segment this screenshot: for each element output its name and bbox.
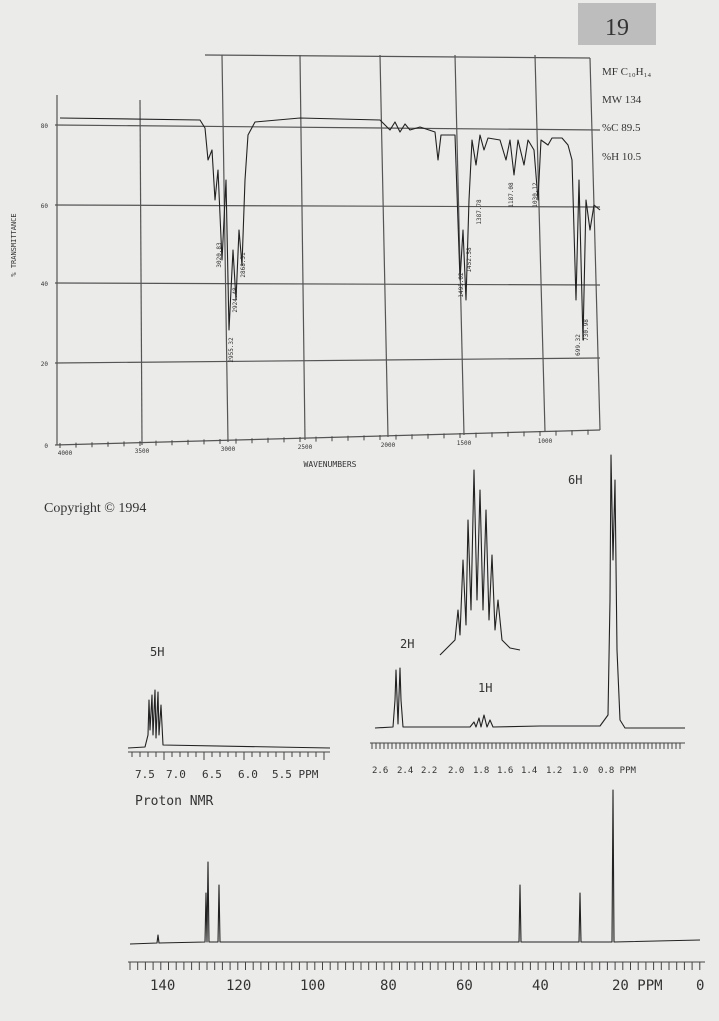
cnmr-axis-label: 20 PPM <box>612 978 663 994</box>
ir-peak-label: 3020.83 <box>216 242 223 268</box>
ir-grid <box>54 54 601 446</box>
ir-peak-label: 1495.02 <box>458 272 465 298</box>
proton-nmr-label: Proton NMR <box>135 794 213 809</box>
formula-info: %C 89.5 <box>602 122 641 134</box>
ir-x-tick-label: 1500 <box>457 440 472 447</box>
cnmr-axis-label: 80 <box>380 978 397 994</box>
ir-y-tick-label: 80 <box>41 123 49 130</box>
cnmr-axis-label: 0 <box>696 978 704 994</box>
ir-peak-label: 1030.12 <box>532 182 539 208</box>
nmr-axis-label: 6.5 <box>202 768 222 781</box>
nmr-axis-label: 1.6 <box>497 766 513 776</box>
nmr-axis-label: 2.2 <box>421 766 437 776</box>
nmr-axis-label: 1.0 <box>572 766 588 776</box>
carbon-spectrum <box>129 789 701 945</box>
integration-label: 5H <box>150 645 164 659</box>
ir-peak-label: 2868.51 <box>240 252 247 278</box>
proton-spectrum-aromatic <box>127 689 331 749</box>
copyright: Copyright © 1994 <box>44 501 146 516</box>
cnmr-axis-label: 60 <box>456 978 473 994</box>
ir-x-tick-label: 2500 <box>298 444 313 451</box>
ir-y-tick-label: 40 <box>41 281 49 288</box>
ir-x-axis-label: WAVENUMBERS <box>304 460 357 469</box>
cnmr-axis-label: 120 <box>226 978 251 994</box>
ir-x-tick-label: 3500 <box>135 448 150 455</box>
page-number-box <box>578 3 656 45</box>
ir-y-tick-label: 20 <box>41 361 49 368</box>
nmr-axis-label: 2.4 <box>397 766 413 776</box>
nmr-axis-label: 1.2 <box>546 766 562 776</box>
nmr-axis-label: 1.4 <box>521 766 537 776</box>
proton-inset-multiplet <box>439 469 521 656</box>
page-number: 19 <box>605 15 629 41</box>
nmr-axis-label: 7.5 <box>135 768 155 781</box>
formula-info: MW 134 <box>602 94 642 106</box>
ir-x-tick-label: 1000 <box>538 438 553 445</box>
integration-label: 6H <box>568 473 582 487</box>
ir-y-tick-label: 0 <box>44 443 48 450</box>
nmr-axis-label: 2.0 <box>448 766 464 776</box>
nmr-axis-label: 2.6 <box>372 766 388 776</box>
ir-peak-label: 730.98 <box>583 319 590 341</box>
ir-peak-label: 699.32 <box>575 334 582 356</box>
nmr-axis-label: 5.5 PPM <box>272 768 319 781</box>
ir-x-tick-label: 2000 <box>381 442 396 449</box>
ir-spectrum <box>59 117 601 341</box>
ir-peak-label: 1452.58 <box>466 247 473 273</box>
ir-x-tick-label: 3000 <box>221 446 236 453</box>
nmr-axis-label: 1.8 <box>473 766 489 776</box>
ir-peak-label: 1187.08 <box>508 182 515 208</box>
formula-info: MF C₁₀H₁₄ <box>602 66 651 78</box>
nmr-axis-label: 6.0 <box>238 768 258 781</box>
ir-peak-label: 2924.48 <box>232 287 239 313</box>
ir-y-tick-label: 60 <box>41 203 49 210</box>
ir-x-tick-label: 4000 <box>58 450 73 457</box>
cnmr-axis-label: 40 <box>532 978 549 994</box>
cnmr-axis-label: 100 <box>300 978 325 994</box>
integration-label: 1H <box>478 681 492 695</box>
generated-labels: MF C₁₀H₁₄ MW 134 %C 89.5 %H 10.5 80 60 40 20 0 40… <box>41 66 705 994</box>
integration-label: 2H <box>400 637 414 651</box>
nmr-axis-label: 7.0 <box>166 768 186 781</box>
proton-spectrum-aliphatic <box>374 454 685 729</box>
ir-y-axis-label: % TRANSMITTANCE <box>10 213 18 276</box>
cnmr-axis-label: 140 <box>150 978 175 994</box>
ir-peak-label: 1387.78 <box>476 199 483 225</box>
nmr-axis-label: 0.8 PPM <box>598 766 637 776</box>
formula-info: %H 10.5 <box>602 151 642 163</box>
ir-peak-label: 2955.32 <box>228 337 235 363</box>
